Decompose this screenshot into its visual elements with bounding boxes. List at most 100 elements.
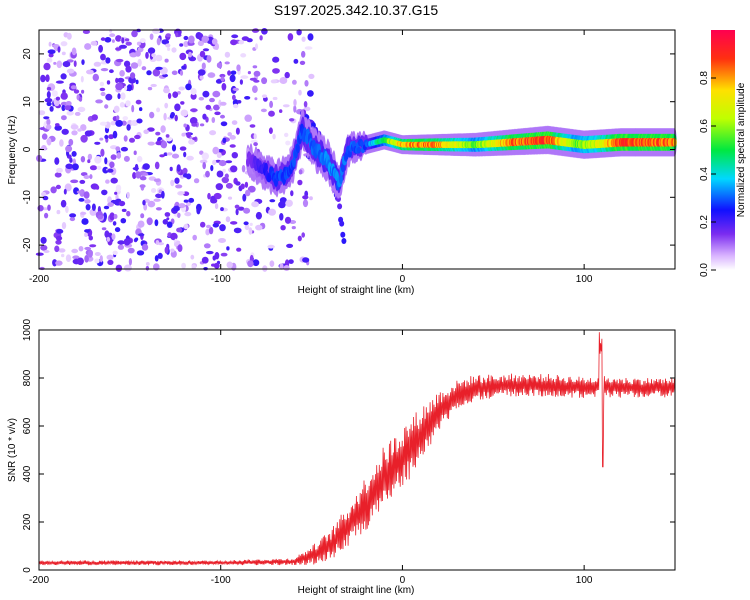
- noise-blob: [218, 238, 226, 243]
- noise-blob: [183, 35, 189, 41]
- noise-blob: [71, 248, 79, 254]
- noise-blob: [165, 134, 170, 138]
- noise-blob: [44, 212, 49, 219]
- noise-blob: [218, 160, 227, 167]
- noise-blob: [222, 137, 227, 144]
- noise-blob: [172, 207, 180, 212]
- noise-blob: [53, 61, 57, 65]
- noise-blob: [46, 118, 51, 126]
- noise-blob: [135, 99, 142, 105]
- noise-blob: [193, 178, 200, 184]
- noise-blob: [278, 201, 286, 209]
- noise-blob: [69, 213, 77, 218]
- noise-blob: [147, 141, 155, 146]
- noise-blob: [125, 100, 131, 107]
- noise-blob: [172, 91, 179, 98]
- noise-blob: [307, 90, 314, 97]
- noise-blob: [233, 103, 239, 109]
- noise-blob: [231, 120, 238, 125]
- colorbar-tick-label: 0.0: [699, 263, 710, 277]
- noise-blob: [214, 43, 219, 50]
- noise-blob: [255, 211, 262, 220]
- noise-blob: [115, 82, 124, 91]
- noise-blob: [176, 240, 181, 245]
- noise-blob: [137, 220, 145, 228]
- snr-x-tick-label: -100: [211, 575, 231, 586]
- noise-blob: [279, 77, 288, 84]
- noise-blob: [268, 127, 273, 134]
- noise-blob: [120, 146, 128, 152]
- noise-blob: [249, 124, 256, 128]
- noise-blob: [54, 245, 60, 253]
- noise-blob: [71, 151, 77, 157]
- noise-blob: [115, 146, 121, 152]
- noise-blob: [61, 115, 67, 121]
- noise-blob: [141, 243, 149, 251]
- noise-blob: [205, 228, 210, 236]
- spectrogram-x-tick-label: 0: [400, 274, 406, 285]
- noise-blob: [127, 247, 135, 254]
- noise-blob: [104, 134, 109, 140]
- noise-blob: [64, 183, 72, 192]
- noise-blob: [167, 92, 172, 99]
- noise-blob: [225, 182, 233, 189]
- noise-blob: [155, 140, 163, 146]
- snr-x-ticks: -200 -100 0 100: [29, 330, 593, 586]
- noise-blob: [199, 150, 204, 155]
- noise-blob: [79, 179, 86, 184]
- noise-blob: [130, 62, 139, 69]
- noise-blob: [99, 87, 106, 92]
- noise-blob: [76, 257, 84, 266]
- noise-blob: [220, 207, 224, 212]
- noise-blob: [286, 243, 294, 248]
- noise-blob: [60, 41, 68, 47]
- noise-blob: [219, 224, 226, 232]
- noise-blob: [201, 62, 206, 70]
- noise-blob: [192, 137, 197, 141]
- noise-blob: [212, 90, 221, 98]
- snr-y-tick-label: 0: [22, 567, 33, 573]
- noise-blob: [284, 132, 289, 138]
- noise-blob: [268, 208, 276, 216]
- noise-blob: [117, 77, 125, 83]
- noise-blob: [47, 204, 51, 211]
- noise-blob: [78, 96, 83, 102]
- noise-blob: [283, 265, 290, 271]
- ridge-blob: [291, 157, 296, 168]
- ridge-blob: [295, 143, 300, 154]
- colorbar: 0.0 0.2 0.4 0.6 0.8 Normalized spectral ampl…: [699, 30, 747, 277]
- noise-blob: [119, 102, 125, 108]
- snr-x-label: Height of straight line (km): [298, 585, 415, 596]
- noise-blob: [72, 163, 79, 171]
- noise-blob: [100, 91, 106, 97]
- noise-blob: [107, 202, 114, 208]
- noise-blob: [109, 161, 115, 168]
- noise-blob: [164, 246, 169, 254]
- noise-blob: [135, 171, 142, 179]
- noise-blob: [301, 36, 306, 42]
- noise-blob: [113, 105, 120, 113]
- noise-blob: [220, 76, 225, 82]
- noise-blob: [77, 106, 86, 113]
- noise-blob: [84, 199, 91, 204]
- noise-blob: [54, 157, 60, 165]
- noise-blob: [166, 152, 173, 156]
- noise-blob: [123, 155, 130, 162]
- noise-blob: [54, 172, 62, 178]
- noise-blob: [87, 250, 93, 258]
- snr-y-tick-label: 1000: [22, 318, 33, 341]
- noise-blob: [89, 244, 97, 248]
- noise-blob: [184, 211, 192, 217]
- noise-blob: [60, 73, 67, 80]
- noise-blob: [180, 101, 185, 105]
- noise-blob: [91, 114, 99, 121]
- noise-blob: [183, 199, 189, 203]
- noise-blob: [134, 237, 139, 241]
- noise-blob: [165, 136, 173, 142]
- noise-blob: [161, 39, 170, 45]
- ridge-blob: [264, 162, 268, 172]
- noise-blob: [197, 40, 204, 46]
- branch-blob: [341, 238, 347, 244]
- noise-blob: [289, 118, 295, 122]
- noise-blob: [154, 161, 160, 170]
